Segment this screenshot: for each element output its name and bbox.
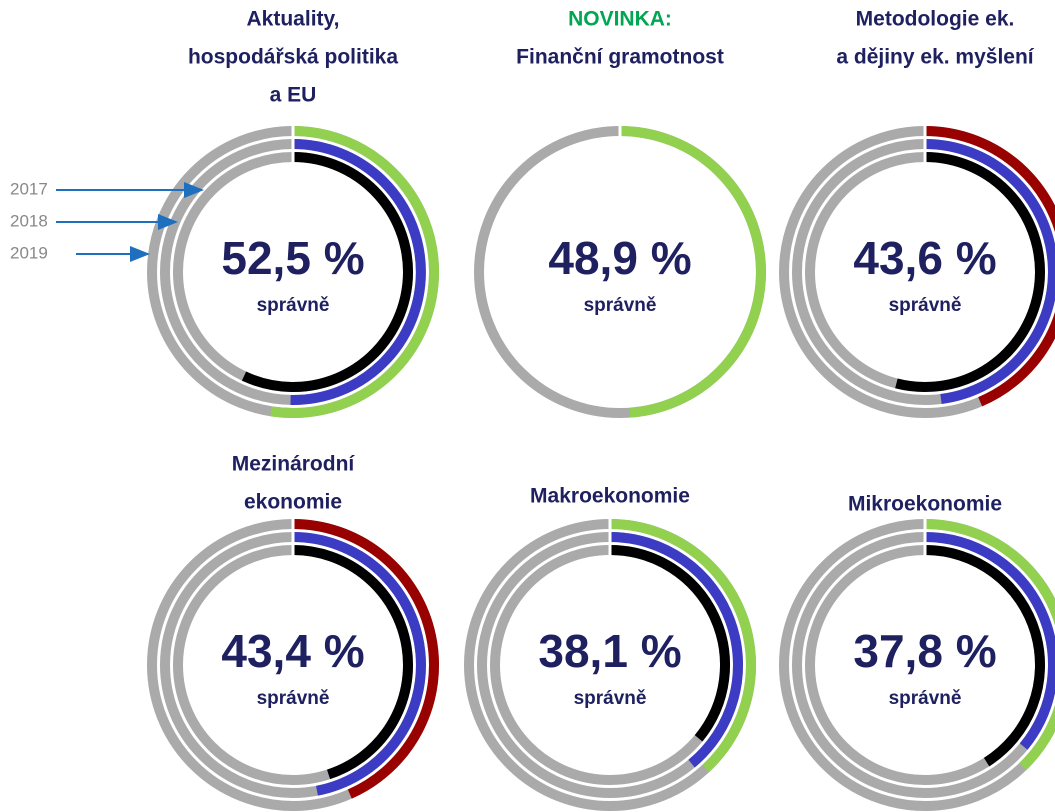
panel-title: a EU [270, 84, 317, 107]
panel-title: Makroekonomie [530, 485, 690, 508]
ring-arc [290, 139, 426, 405]
center-note: správně [257, 688, 330, 709]
ring-arc [924, 139, 1055, 404]
center-note: správně [574, 688, 647, 709]
panel-title: Mikroekonomie [848, 493, 1002, 516]
panel-title: Finanční gramotnost [516, 46, 724, 69]
panel-title: Mezinárodní [232, 453, 356, 476]
ring-arc [270, 126, 440, 418]
panel-title: a dějiny ek. myšlení [836, 46, 1034, 69]
center-value: 48,9 % [548, 232, 691, 284]
center-value: 52,5 % [221, 232, 364, 284]
panel-title: ekonomie [244, 491, 342, 514]
center-note: správně [889, 688, 962, 709]
panel-title: Aktuality, [247, 8, 340, 31]
legend-label: 2017 [10, 179, 48, 198]
ring-arc [292, 532, 426, 796]
legend-label: 2019 [10, 243, 48, 262]
ring-arc [924, 519, 1055, 771]
panel-title: Metodologie ek. [856, 8, 1015, 31]
ring-arc [895, 152, 1045, 392]
ring-arc [924, 532, 1055, 750]
center-value: 37,8 % [853, 625, 996, 677]
legend-label: 2018 [10, 211, 48, 230]
ring-arc [609, 532, 743, 768]
ring-arc [241, 152, 413, 392]
ring-arc [619, 126, 766, 418]
ring-arc [292, 545, 413, 780]
center-value: 43,4 % [221, 625, 364, 677]
ring-arc [609, 519, 756, 773]
ring-arc [924, 126, 1055, 407]
ring-arc [292, 519, 439, 799]
center-value: 38,1 % [538, 625, 681, 677]
center-value: 43,6 % [853, 232, 996, 284]
center-note: správně [889, 295, 962, 316]
center-note: správně [257, 295, 330, 316]
ring-arc [924, 545, 1045, 767]
ring-arc [609, 545, 730, 742]
panel-title: hospodářská politika [188, 46, 398, 69]
panel-title: NOVINKA: [568, 8, 672, 31]
center-note: správně [584, 295, 657, 316]
